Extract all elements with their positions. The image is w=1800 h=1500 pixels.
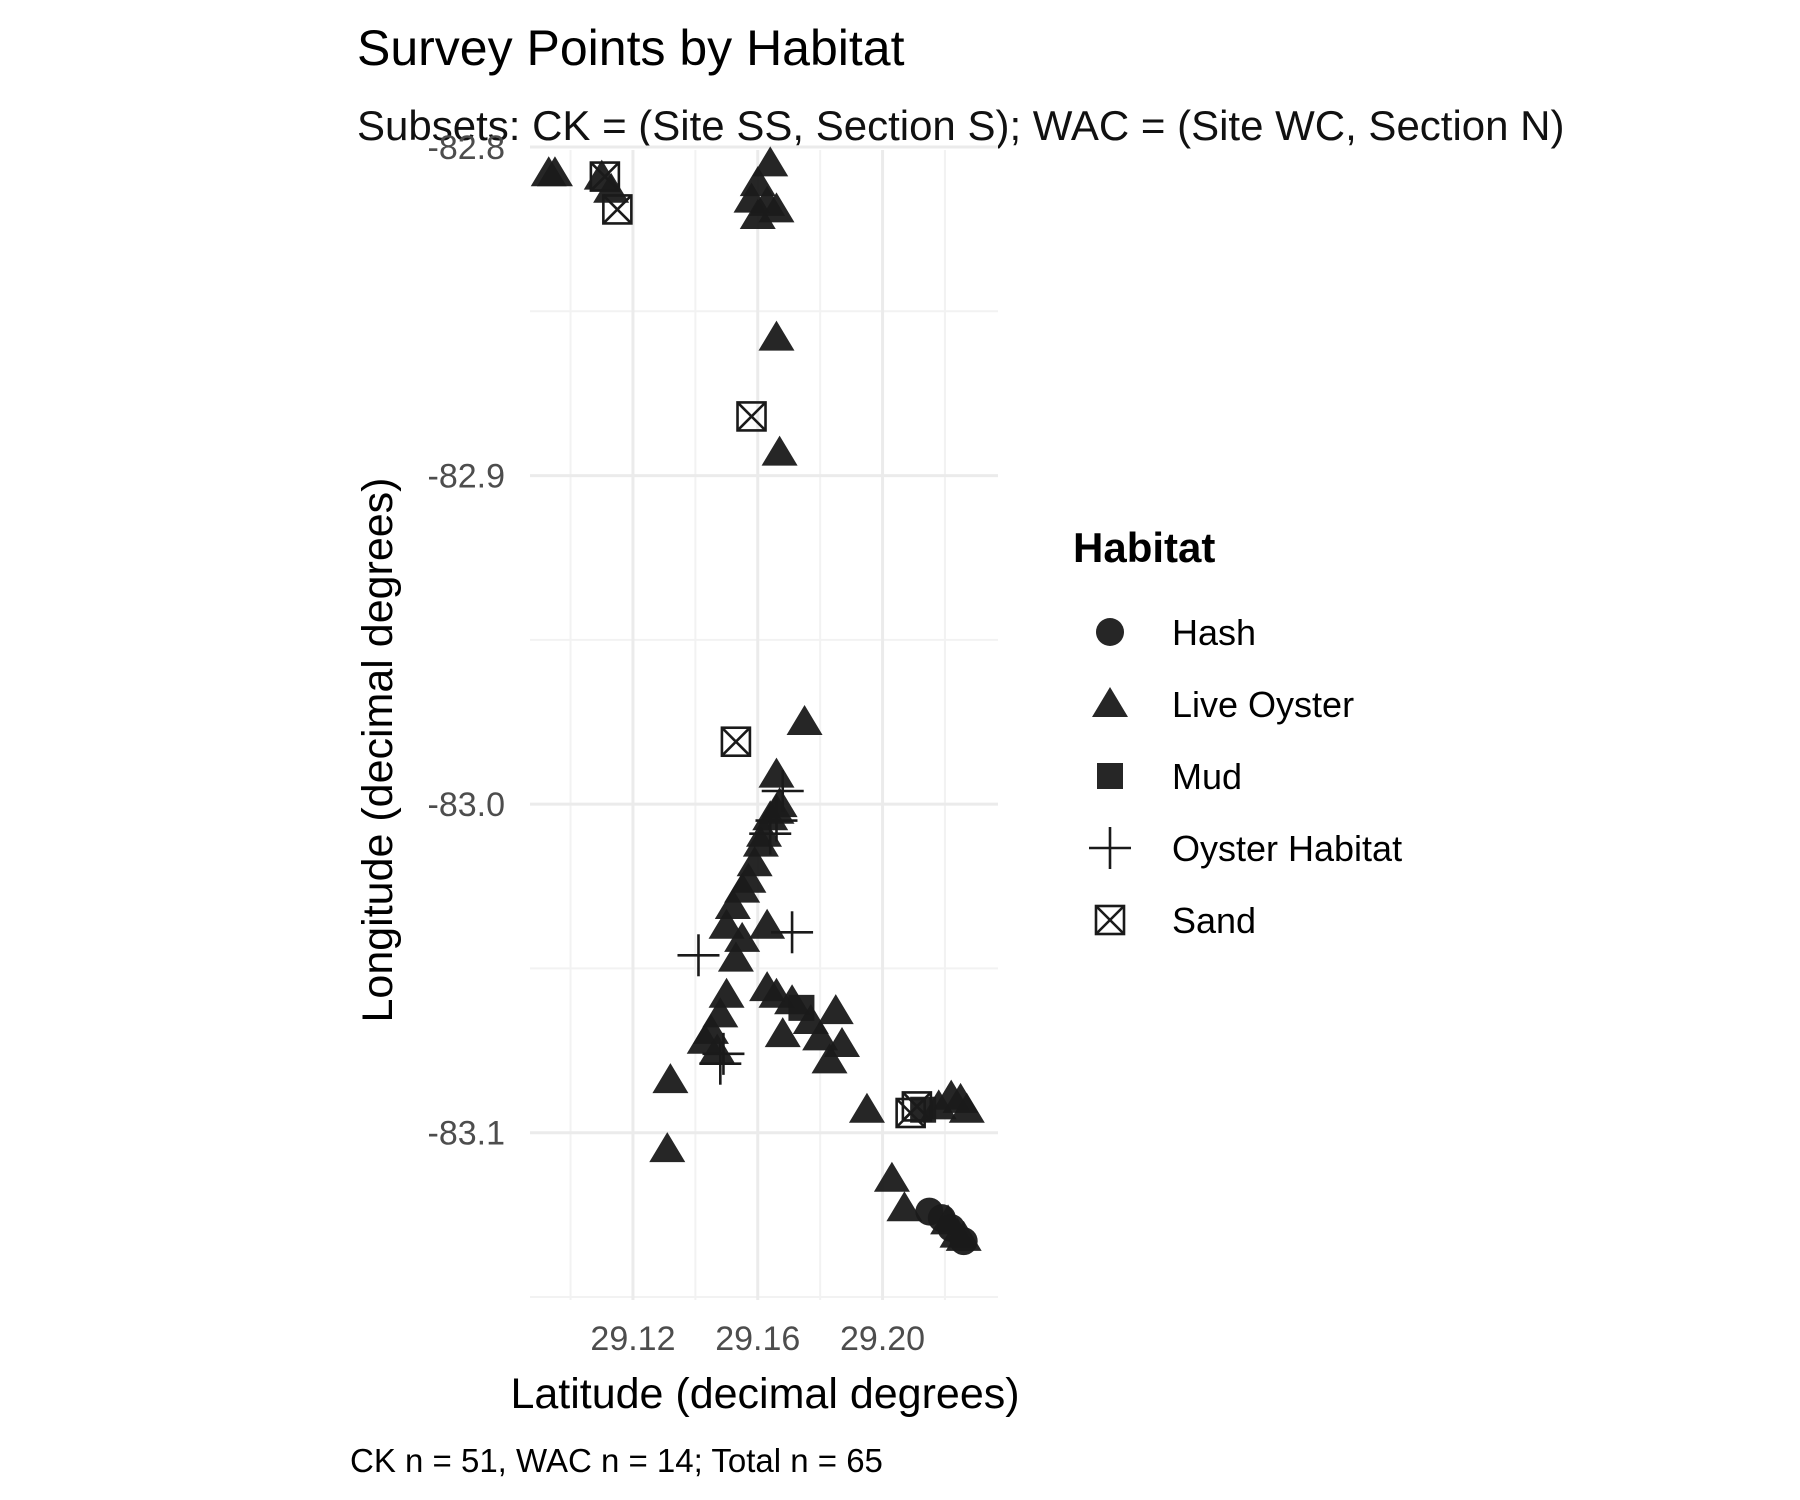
live-oyster-point [817, 994, 854, 1025]
oyster-habitat-point [702, 1032, 745, 1075]
live-oyster-point [752, 146, 789, 177]
legend-key-mud [1097, 763, 1123, 789]
legend-label-sand: Sand [1172, 900, 1256, 941]
live-oyster-point [708, 977, 745, 1008]
live-oyster-point [714, 889, 751, 919]
plot-grid [530, 145, 998, 1300]
mud-point [788, 994, 815, 1021]
x-tick-label: 29.12 [590, 1320, 675, 1358]
sand-point [589, 161, 621, 192]
live-oyster-point [708, 908, 745, 939]
legend-title: Habitat [1073, 524, 1215, 571]
live-oyster-point [786, 705, 823, 735]
live-oyster-point [848, 1092, 885, 1123]
oyster-habitat-point [699, 1042, 742, 1085]
live-oyster-point [758, 192, 795, 223]
x-tick-label: 29.16 [715, 1320, 800, 1358]
y-axis-ticks: -82.8 -82.9 -83.0 -83.1 [428, 129, 506, 1153]
oyster-habitat-point [749, 812, 792, 855]
sand-point [736, 401, 767, 432]
live-oyster-point [717, 941, 754, 972]
live-oyster-point [764, 1017, 801, 1048]
oyster-habitat-point [761, 770, 804, 812]
live-oyster-point [761, 435, 798, 466]
legend: Habitat Hash Live Oyster Mud Oyster Habitat… [1073, 524, 1402, 941]
y-axis-title: Longitude (decimal degrees) [354, 478, 402, 1023]
live-oyster-point [536, 156, 573, 187]
x-tick-label: 29.20 [840, 1320, 925, 1358]
y-tick-label: -82.9 [428, 458, 506, 496]
live-oyster-point [802, 1020, 839, 1051]
legend-key-live-oyster [1092, 687, 1128, 717]
live-oyster-point [811, 1043, 848, 1074]
chart-caption: CK n = 51, WAC n = 14; Total n = 65 [350, 1442, 883, 1479]
live-oyster-point [699, 1033, 736, 1064]
sand-point [720, 726, 752, 758]
legend-label-oyster-habitat: Oyster Habitat [1172, 828, 1402, 869]
legend-key-hash [1096, 618, 1124, 646]
live-oyster-point [758, 320, 795, 351]
legend-entries: Hash Live Oyster Mud Oyster Habitat Sand [1089, 612, 1402, 941]
chart-title: Survey Points by Habitat [357, 20, 905, 76]
live-oyster-point [948, 1092, 985, 1123]
live-oyster-point [873, 1161, 910, 1192]
x-axis-ticks: 29.12 29.16 29.20 [590, 1320, 925, 1358]
live-oyster-point [945, 1220, 982, 1251]
live-oyster-point [649, 1132, 686, 1163]
legend-key-oyster-habitat [1089, 827, 1131, 869]
legend-label-hash: Hash [1172, 612, 1256, 653]
legend-label-live-oyster: Live Oyster [1172, 684, 1354, 725]
live-oyster-point [739, 199, 776, 229]
live-oyster-point [652, 1063, 689, 1094]
sand-point [602, 194, 633, 225]
legend-label-mud: Mud [1172, 756, 1242, 797]
live-oyster-point [758, 757, 795, 788]
sand-point [901, 1091, 933, 1122]
live-oyster-point [749, 908, 786, 939]
chart-subtitle: Subsets: CK = (Site SS, Section S); WAC … [357, 102, 1565, 149]
y-tick-label: -83.1 [428, 1115, 506, 1153]
oyster-habitat-point [771, 911, 814, 954]
oyster-habitat-point [677, 934, 720, 977]
data-points [530, 146, 985, 1256]
live-oyster-point [724, 921, 761, 952]
legend-key-sand [1094, 904, 1126, 936]
y-tick-label: -82.8 [428, 129, 506, 167]
x-axis-title: Latitude (decimal degrees) [510, 1370, 1019, 1418]
live-oyster-point [886, 1191, 923, 1222]
y-tick-label: -83.0 [428, 786, 506, 824]
